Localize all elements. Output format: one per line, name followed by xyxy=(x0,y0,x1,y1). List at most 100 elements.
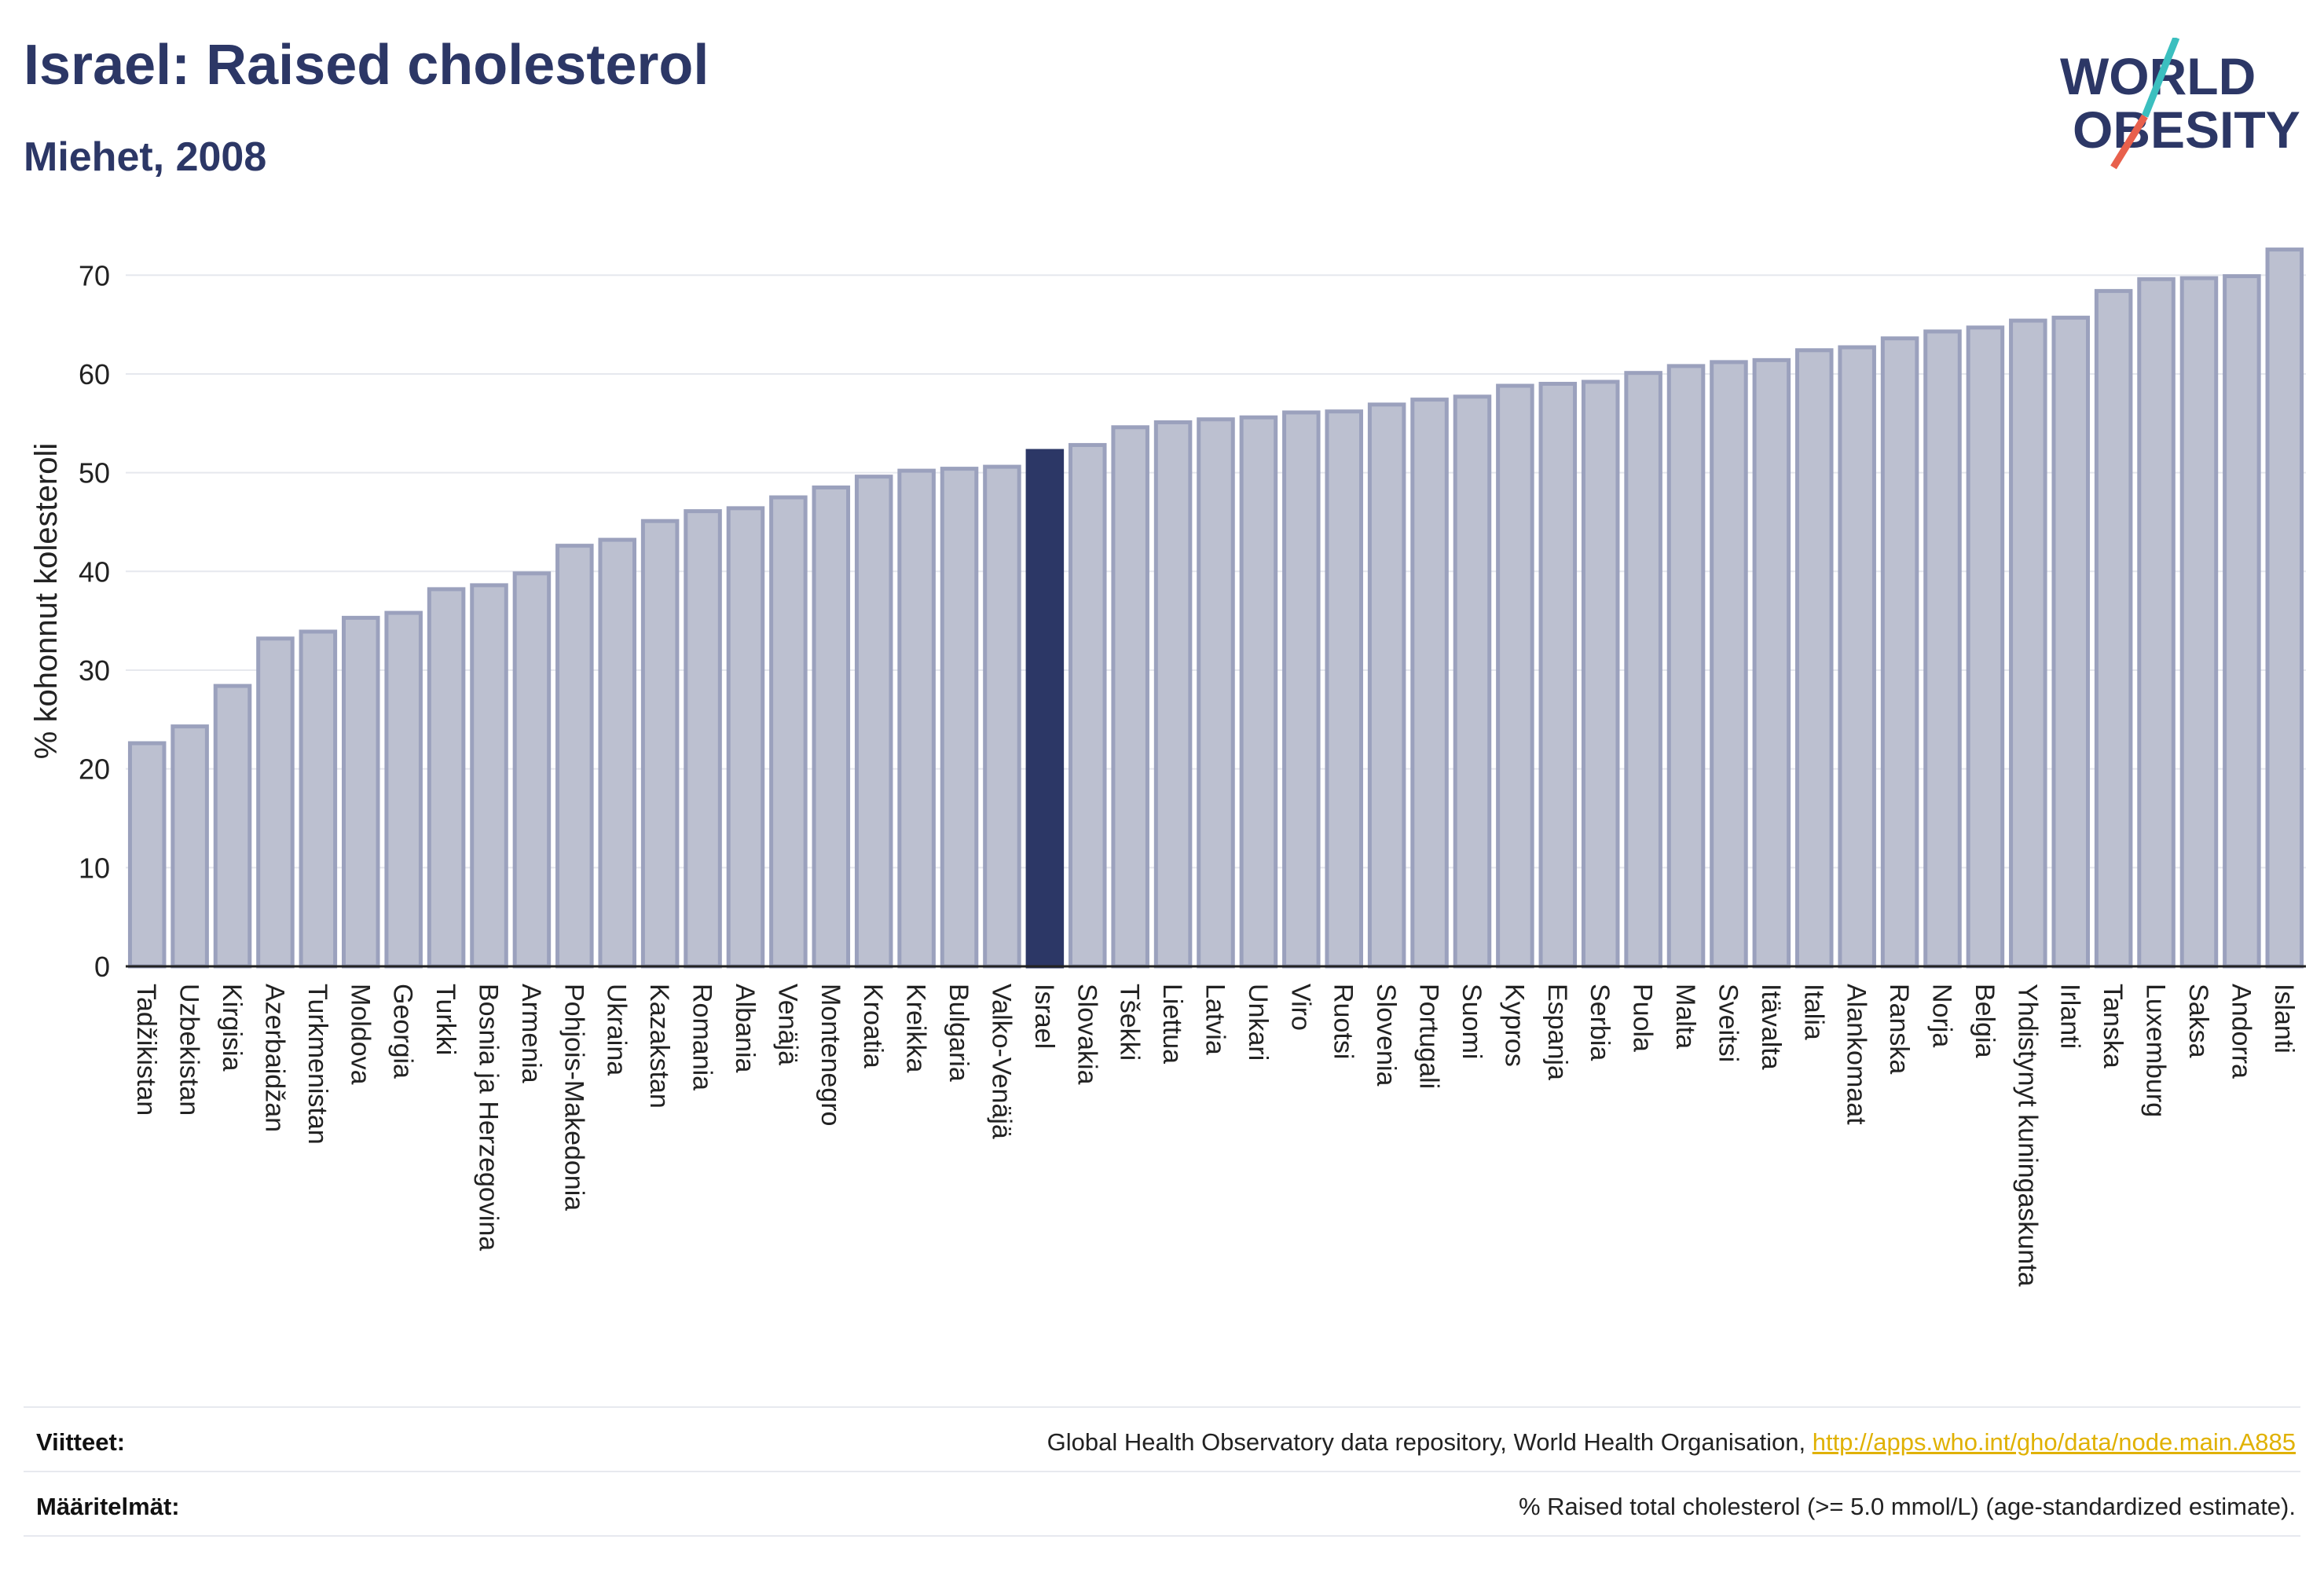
x-tick-label: Albania xyxy=(730,984,760,1073)
references-label: Viitteet: xyxy=(36,1428,126,1456)
x-tick-label: Norja xyxy=(1927,984,1957,1047)
x-tick-label: Saksa xyxy=(2183,984,2213,1058)
bar-highlighted xyxy=(1025,449,1065,969)
bar xyxy=(684,509,722,969)
world-obesity-logo: WORLD OBESITY xyxy=(2060,38,2300,170)
bar xyxy=(1239,415,1278,969)
bar-chart: 0 10 20 30 40 50 60 70 Tadžikistan Uzbekistan Kir… xyxy=(29,247,2306,1287)
bar xyxy=(170,724,209,969)
x-tick-label: Valko-Venäjä xyxy=(986,984,1016,1139)
x-tick-label: Espanja xyxy=(1542,984,1572,1080)
y-tick-label: 10 xyxy=(79,852,110,884)
x-tick-label: Yhdistynyt kuningaskunta xyxy=(2012,984,2042,1287)
x-tick-label: Puola xyxy=(1628,984,1658,1052)
bar xyxy=(1069,442,1107,969)
bar xyxy=(299,629,338,969)
bar xyxy=(342,615,380,969)
x-tick-label: Kroatia xyxy=(858,984,888,1068)
x-tick-label: Viro xyxy=(1285,984,1315,1031)
bar xyxy=(640,519,680,969)
x-tick-label: Portugali xyxy=(1414,984,1444,1089)
bar xyxy=(2179,276,2219,969)
bar xyxy=(1325,409,1363,969)
bar xyxy=(940,467,979,969)
chart-subtitle: Miehet, 2008 xyxy=(24,134,267,180)
bar xyxy=(1496,383,1534,969)
bar xyxy=(769,495,808,969)
y-tick-label: 20 xyxy=(79,753,110,786)
x-tick-label: Kazakstan xyxy=(644,984,674,1109)
x-tick-label: Armenia xyxy=(516,984,546,1083)
references-link[interactable]: http://apps.who.int/gho/data/node.main.A… xyxy=(1812,1428,2296,1456)
bar xyxy=(127,741,167,969)
references-source: Global Health Observatory data repositor… xyxy=(1047,1428,1813,1456)
bar xyxy=(1410,398,1449,969)
x-tick-label: Suomi xyxy=(1457,984,1486,1059)
bar xyxy=(1111,425,1149,969)
x-tick-label: Andorra xyxy=(2226,984,2256,1079)
bar xyxy=(1880,336,1919,969)
bar xyxy=(1453,394,1492,969)
bar xyxy=(256,636,295,969)
bar xyxy=(2137,277,2176,969)
x-tick-label: Belgia xyxy=(1970,984,2000,1058)
bar xyxy=(1624,371,1662,969)
x-tick-label: Pohjois-Makedonia xyxy=(559,984,588,1211)
y-tick-label: 0 xyxy=(94,951,110,983)
x-tick-label: Bosnia ja Herzegovina xyxy=(474,984,504,1251)
references-text: Global Health Observatory data repositor… xyxy=(1047,1428,2296,1457)
bar xyxy=(1581,379,1620,969)
x-tick-label: Liettua xyxy=(1157,984,1187,1064)
bar xyxy=(1710,360,1748,969)
bar xyxy=(2009,318,2047,969)
x-tick-label: Kreikka xyxy=(901,984,931,1072)
x-tick-label: Israel xyxy=(1029,984,1059,1049)
logo-obesity-text: OBESITY xyxy=(2073,101,2300,159)
x-tick-label: Tšekki xyxy=(1115,984,1145,1061)
x-tick-label: Unkari xyxy=(1243,984,1273,1061)
x-tick-label: Irlanti xyxy=(2055,984,2085,1049)
bar xyxy=(598,537,636,969)
bar xyxy=(384,610,423,969)
y-tick-label: 60 xyxy=(79,358,110,390)
x-tick-label: Tanska xyxy=(2098,984,2128,1068)
definitions-label: Määritelmät: xyxy=(36,1493,180,1520)
x-tick-label: Kirgisia xyxy=(217,984,247,1072)
x-tick-label: Moldova xyxy=(345,984,375,1085)
footer-divider-bottom xyxy=(24,1535,2300,1537)
x-tick-label: Turkki xyxy=(431,984,460,1055)
x-tick-label: Georgia xyxy=(388,984,418,1079)
bar xyxy=(1538,382,1578,969)
footer-divider-top xyxy=(24,1406,2300,1408)
footer-divider-middle xyxy=(24,1471,2300,1472)
x-tick-label: Itävalta xyxy=(1756,984,1786,1070)
x-tick-label: Italia xyxy=(1798,984,1828,1040)
bar xyxy=(2265,247,2304,969)
x-tick-label: Ukraina xyxy=(602,984,632,1076)
x-tick-label: Ruotsi xyxy=(1329,984,1358,1059)
x-tick-label: Malta xyxy=(1670,984,1700,1049)
y-tick-label: 30 xyxy=(79,654,110,687)
x-tick-label: Uzbekistan xyxy=(174,984,204,1116)
bar xyxy=(213,684,252,969)
bar xyxy=(512,571,552,969)
bar xyxy=(2223,274,2261,969)
bar xyxy=(2094,288,2133,969)
x-tick-label: Sveitsi xyxy=(1713,984,1743,1062)
bar xyxy=(470,583,508,969)
x-tick-label: Luxemburg xyxy=(2141,984,2171,1117)
x-tick-label: Ranska xyxy=(1884,984,1914,1074)
x-tick-label: Tadžikistan xyxy=(131,984,161,1116)
x-tick-label: Serbia xyxy=(1585,984,1615,1061)
y-axis-ticks: 0 10 20 30 40 50 60 70 xyxy=(79,259,110,983)
x-tick-label: Islanti xyxy=(2269,984,2299,1054)
chart-title: Israel: Raised cholesterol xyxy=(24,34,709,97)
x-tick-label: Montenegro xyxy=(816,984,845,1126)
y-tick-label: 50 xyxy=(79,457,110,489)
bar xyxy=(983,464,1021,969)
y-tick-label: 40 xyxy=(79,555,110,588)
bar xyxy=(1966,325,2005,969)
bar xyxy=(1752,357,1791,969)
bar xyxy=(1838,345,1876,969)
bar xyxy=(812,485,851,969)
